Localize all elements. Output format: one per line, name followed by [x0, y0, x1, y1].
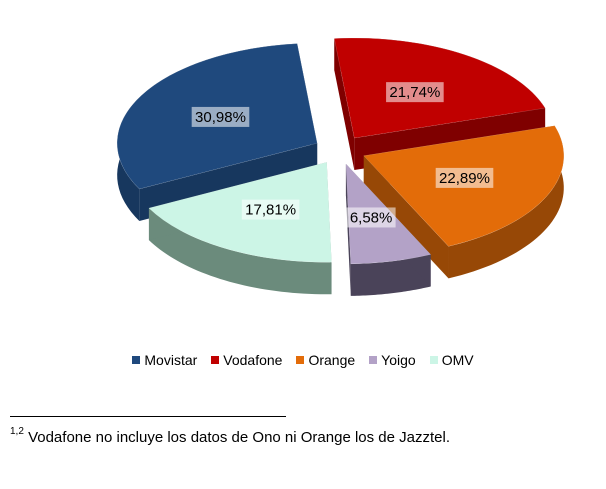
- data-label-yoigo: 6,58%: [346, 207, 396, 228]
- data-label-text-yoigo: 6,58%: [350, 209, 393, 226]
- legend-swatch-omv: [429, 356, 438, 364]
- pie-slice-edge-orange-1: [363, 155, 449, 279]
- legend-swatch-yoigo: [369, 356, 378, 364]
- data-label-text-movistar: 30,98%: [195, 109, 246, 126]
- footnote: 1,2 Vodafone no incluye los datos de Ono…: [10, 426, 451, 446]
- legend-item-yoigo: Yoigo: [369, 352, 416, 368]
- data-label-text-omv: 17,81%: [245, 202, 296, 219]
- pie-chart: 21,74% 22,89% 6,58% 17,81% 30,98%: [116, 37, 565, 296]
- data-label-box-yoigo: [346, 207, 396, 228]
- legend-swatch-movistar: [132, 356, 141, 364]
- pie-slice-wall-omv: [148, 208, 332, 295]
- data-label-vodafone: 21,74%: [386, 82, 444, 103]
- legend-swatch-orange: [296, 356, 305, 364]
- legend-label-vodafone: Vodafone: [223, 352, 283, 368]
- legend-swatch-vodafone: [211, 356, 220, 364]
- data-label-movistar: 30,98%: [191, 106, 250, 127]
- pie-slice-edge-vodafone-0: [334, 38, 355, 171]
- legend-label-movistar: Movistar: [144, 352, 198, 368]
- data-label-box-orange: [435, 167, 494, 188]
- chart-legend: Movistar Vodafone Orange Yoigo OMV: [0, 352, 606, 368]
- pie-slice-omv: [148, 161, 332, 295]
- legend-item-orange: Orange: [296, 352, 355, 368]
- legend-label-orange: Orange: [308, 352, 356, 368]
- legend-item-movistar: Movistar: [132, 352, 197, 368]
- legend-item-vodafone: Vodafone: [211, 352, 282, 368]
- data-label-text-vodafone: 21,74%: [389, 84, 440, 101]
- data-label-box-omv: [241, 199, 300, 220]
- data-label-orange: 22,89%: [435, 167, 494, 188]
- legend-label-omv: OMV: [441, 352, 474, 368]
- data-label-omv: 17,81%: [241, 199, 300, 220]
- footnote-marker: 1,2: [10, 426, 24, 437]
- data-label-text-orange: 22,89%: [439, 170, 490, 187]
- data-label-box-movistar: [191, 106, 250, 127]
- footnote-text: Vodafone no incluye los datos de Ono ni …: [23, 429, 451, 446]
- legend-item-omv: OMV: [429, 352, 474, 368]
- pie-slice-edge-yoigo-1: [345, 163, 351, 296]
- pie-slice-wall-orange: [448, 125, 564, 279]
- footnote-divider: [10, 416, 286, 417]
- legend-label-yoigo: Yoigo: [381, 352, 416, 368]
- data-label-box-vodafone: [386, 82, 444, 103]
- pie-slice-top-omv: [148, 161, 332, 263]
